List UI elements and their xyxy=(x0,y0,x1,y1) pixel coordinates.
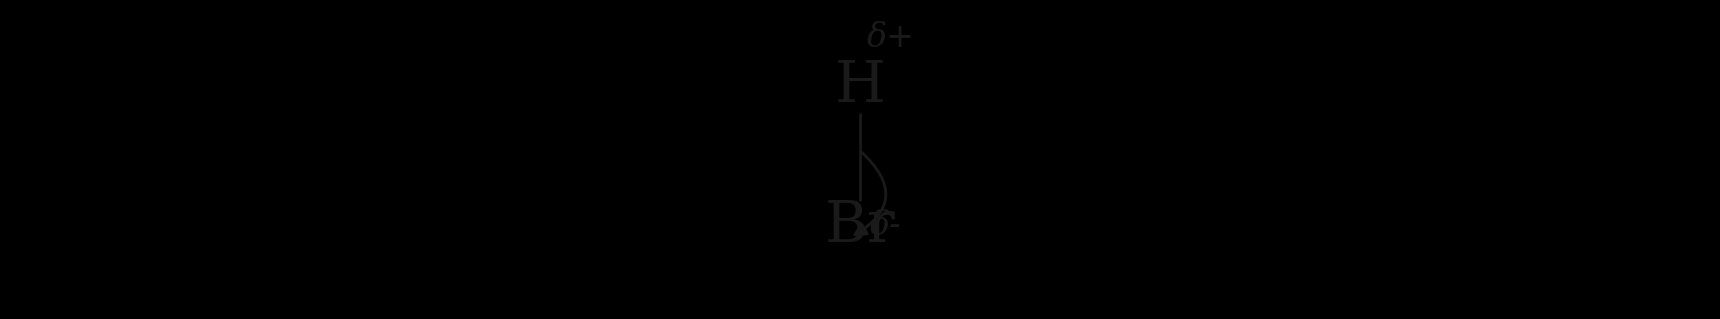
Text: δ-: δ- xyxy=(870,211,901,242)
FancyArrowPatch shape xyxy=(855,152,886,235)
Text: δ+: δ+ xyxy=(867,22,915,54)
Text: H: H xyxy=(834,58,886,114)
Text: Br: Br xyxy=(824,198,896,255)
